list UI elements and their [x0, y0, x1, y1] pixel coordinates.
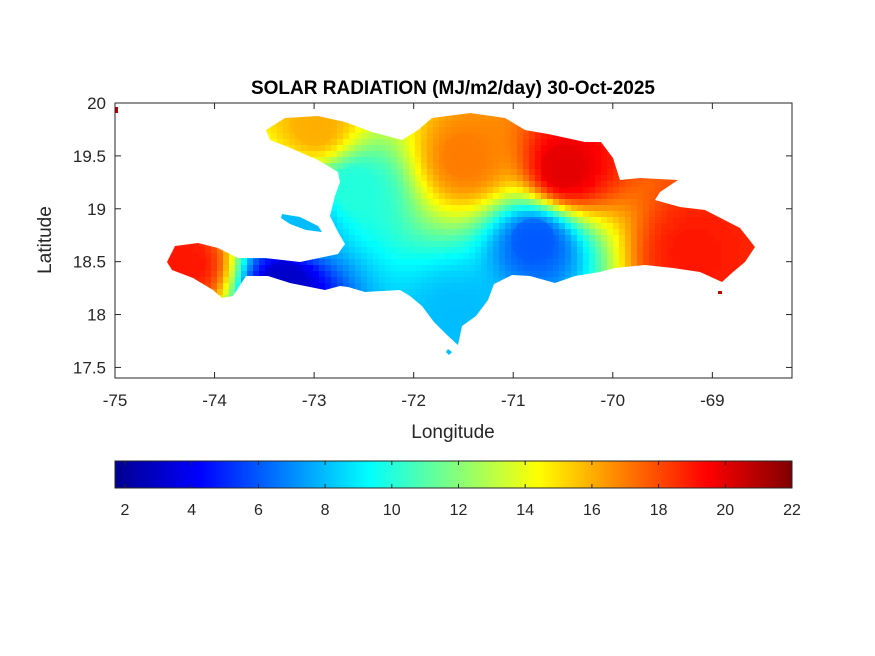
region-cell-northern-plateau [441, 133, 486, 178]
x-axis-label: Longitude [411, 422, 494, 443]
chart-title: SOLAR RADIATION (MJ/m2/day) 30-Oct-2025 [251, 78, 655, 99]
y-tick-label: 18.5 [73, 253, 106, 272]
colorbar-tick-label: 10 [383, 502, 401, 519]
x-tick-label: -73 [302, 391, 327, 410]
colorbar [114, 460, 793, 489]
colorbar-tick-label: 8 [321, 502, 330, 519]
y-axis-label: Latitude [35, 206, 56, 274]
x-tick-label: -74 [202, 391, 227, 410]
x-tick-label: -69 [700, 391, 725, 410]
axes-box [114, 102, 793, 379]
colorbar-ticks: 2 4 6 8 10 12 14 16 18 20 22 [121, 461, 801, 519]
x-axis: -75 -74 -73 -72 -71 -70 -69 [103, 103, 725, 410]
y-tick-label: 19 [87, 200, 106, 219]
x-tick-label: -70 [601, 391, 626, 410]
colorbar-tick-label: 14 [516, 502, 534, 519]
x-tick-label: -71 [501, 391, 526, 410]
y-tick-label: 17.5 [73, 358, 106, 377]
x-tick-label: -72 [401, 391, 426, 410]
colorbar-tick-label: 18 [650, 502, 668, 519]
y-tick-label: 20 [87, 94, 106, 113]
region-cell-northeast-cibao [541, 144, 586, 189]
colorbar-tick-label: 22 [783, 502, 801, 519]
colorbar-tick-label: 16 [583, 502, 601, 519]
y-tick-label: 18 [87, 306, 106, 325]
colorbar-tick-label: 4 [187, 502, 196, 519]
colorbar-tick-label: 2 [121, 502, 130, 519]
region-cell-central-east-valley [511, 218, 556, 263]
corner-islet [115, 107, 118, 113]
x-tick-label: -75 [103, 391, 128, 410]
colorbar-tick-label: 6 [254, 502, 263, 519]
y-tick-label: 19.5 [73, 147, 106, 166]
colorbar-tick-label: 12 [450, 502, 468, 519]
east-islet [718, 291, 722, 294]
y-axis: 17.5 18 18.5 19 19.5 20 [73, 94, 792, 377]
region-cell-eastern-region [670, 229, 715, 274]
colorbar-tick-label: 20 [716, 502, 734, 519]
region-cell-central-west [331, 165, 376, 210]
